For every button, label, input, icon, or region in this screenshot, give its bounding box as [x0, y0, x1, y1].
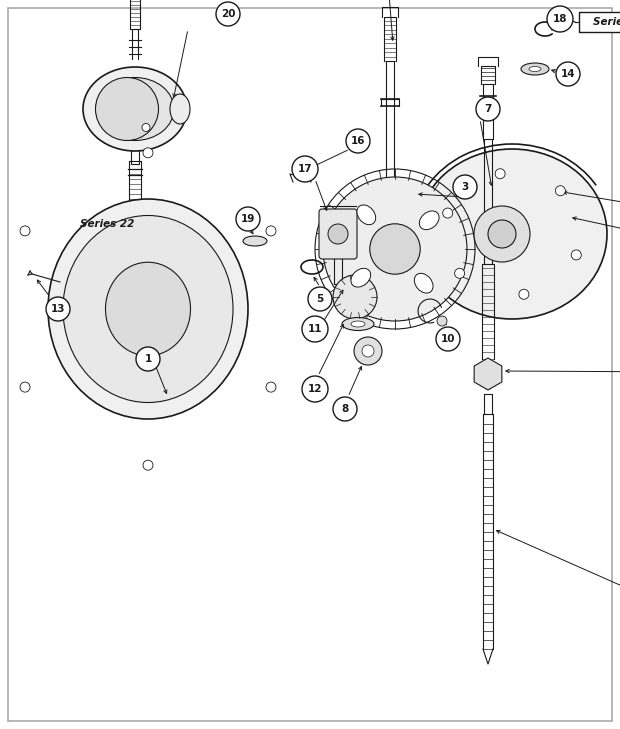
Circle shape	[302, 316, 328, 342]
Text: 19: 19	[241, 214, 255, 224]
Ellipse shape	[342, 318, 374, 330]
Text: 8: 8	[342, 404, 348, 414]
Circle shape	[46, 297, 70, 321]
Circle shape	[370, 224, 420, 274]
Ellipse shape	[414, 273, 433, 293]
Circle shape	[437, 316, 447, 326]
Circle shape	[302, 376, 328, 402]
Ellipse shape	[351, 268, 371, 287]
Circle shape	[308, 287, 332, 311]
Circle shape	[20, 382, 30, 392]
Ellipse shape	[351, 321, 365, 327]
Text: 3: 3	[461, 182, 469, 192]
Circle shape	[20, 226, 30, 236]
Ellipse shape	[105, 262, 190, 356]
Circle shape	[266, 226, 276, 236]
Text: 1: 1	[144, 354, 152, 364]
Circle shape	[142, 123, 150, 131]
Circle shape	[436, 327, 460, 351]
Circle shape	[454, 268, 464, 278]
Ellipse shape	[170, 94, 190, 124]
FancyBboxPatch shape	[319, 209, 357, 259]
Circle shape	[474, 206, 530, 262]
Text: 18: 18	[553, 14, 567, 24]
Circle shape	[362, 345, 374, 357]
Ellipse shape	[48, 199, 248, 419]
Circle shape	[143, 148, 153, 157]
Circle shape	[453, 175, 477, 199]
Circle shape	[266, 382, 276, 392]
Circle shape	[236, 207, 260, 231]
Circle shape	[136, 347, 160, 371]
Circle shape	[519, 289, 529, 300]
Text: 11: 11	[308, 324, 322, 334]
Ellipse shape	[417, 149, 607, 319]
Circle shape	[216, 2, 240, 26]
Circle shape	[333, 275, 377, 319]
Circle shape	[556, 186, 565, 195]
Ellipse shape	[243, 236, 267, 246]
Circle shape	[495, 168, 505, 179]
Text: 17: 17	[298, 164, 312, 174]
Text: 14: 14	[560, 69, 575, 79]
Circle shape	[488, 220, 516, 248]
Text: 16: 16	[351, 136, 365, 146]
Circle shape	[476, 97, 500, 121]
Circle shape	[333, 397, 357, 421]
Ellipse shape	[83, 67, 187, 151]
Text: 13: 13	[51, 304, 65, 314]
Circle shape	[571, 250, 582, 260]
Text: 10: 10	[441, 334, 455, 344]
Circle shape	[323, 177, 467, 321]
Text: 5: 5	[316, 294, 324, 304]
Circle shape	[328, 224, 348, 244]
Circle shape	[346, 129, 370, 153]
Circle shape	[354, 337, 382, 365]
Text: 12: 12	[308, 384, 322, 394]
Ellipse shape	[96, 77, 174, 141]
Text: Series 22: Series 22	[593, 17, 620, 27]
Text: 7: 7	[484, 104, 492, 114]
Circle shape	[443, 208, 453, 218]
Circle shape	[547, 6, 573, 32]
Ellipse shape	[357, 205, 376, 225]
Circle shape	[143, 460, 153, 470]
Ellipse shape	[521, 63, 549, 75]
Text: Series 22: Series 22	[80, 219, 135, 229]
Circle shape	[556, 62, 580, 86]
Ellipse shape	[419, 211, 439, 230]
FancyBboxPatch shape	[579, 12, 620, 32]
Text: 20: 20	[221, 9, 235, 19]
Circle shape	[95, 77, 159, 141]
Circle shape	[292, 156, 318, 182]
Ellipse shape	[63, 216, 233, 402]
Ellipse shape	[529, 66, 541, 71]
